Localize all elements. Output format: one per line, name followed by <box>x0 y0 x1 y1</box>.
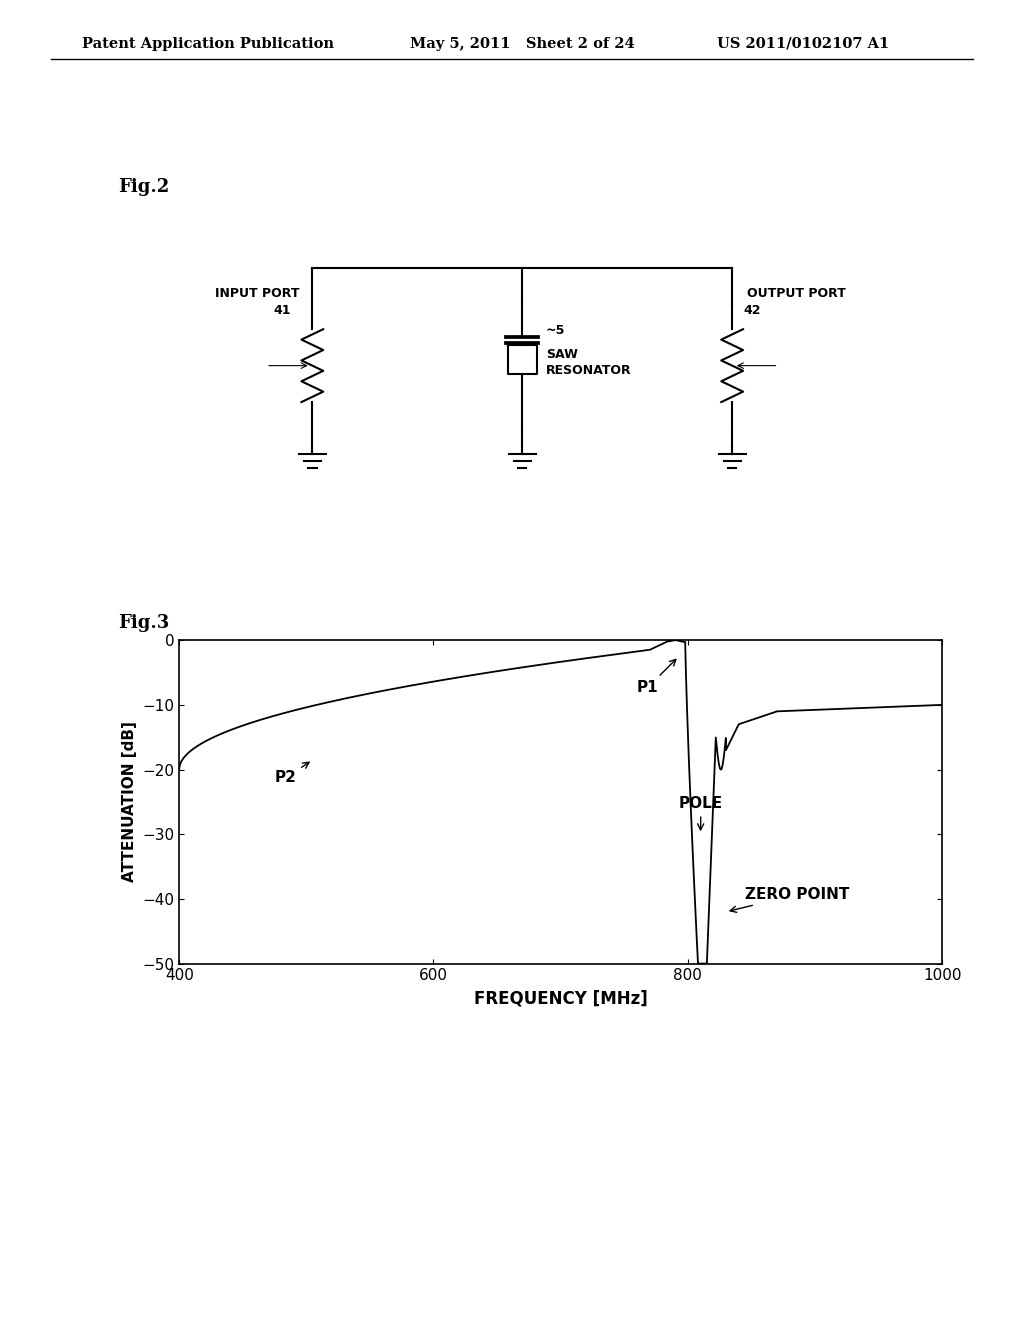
Text: ZERO POINT: ZERO POINT <box>730 887 849 912</box>
Text: Patent Application Publication: Patent Application Publication <box>82 37 334 51</box>
Text: US 2011/0102107 A1: US 2011/0102107 A1 <box>717 37 889 51</box>
Text: May 5, 2011   Sheet 2 of 24: May 5, 2011 Sheet 2 of 24 <box>410 37 634 51</box>
Text: 42: 42 <box>743 304 761 317</box>
Text: OUTPUT PORT: OUTPUT PORT <box>748 286 846 300</box>
Y-axis label: ATTENUATION [dB]: ATTENUATION [dB] <box>122 722 136 882</box>
Text: P1: P1 <box>637 660 676 694</box>
Text: Fig.3: Fig.3 <box>118 614 169 632</box>
Text: 41: 41 <box>273 304 291 317</box>
Text: POLE: POLE <box>679 796 723 830</box>
X-axis label: FREQUENCY [MHz]: FREQUENCY [MHz] <box>474 989 647 1007</box>
Text: P2: P2 <box>274 762 309 785</box>
Text: Fig.2: Fig.2 <box>118 178 169 197</box>
Text: INPUT PORT: INPUT PORT <box>215 286 300 300</box>
Text: ~5: ~5 <box>546 323 565 337</box>
Text: SAW: SAW <box>546 348 578 360</box>
Text: RESONATOR: RESONATOR <box>546 364 632 376</box>
